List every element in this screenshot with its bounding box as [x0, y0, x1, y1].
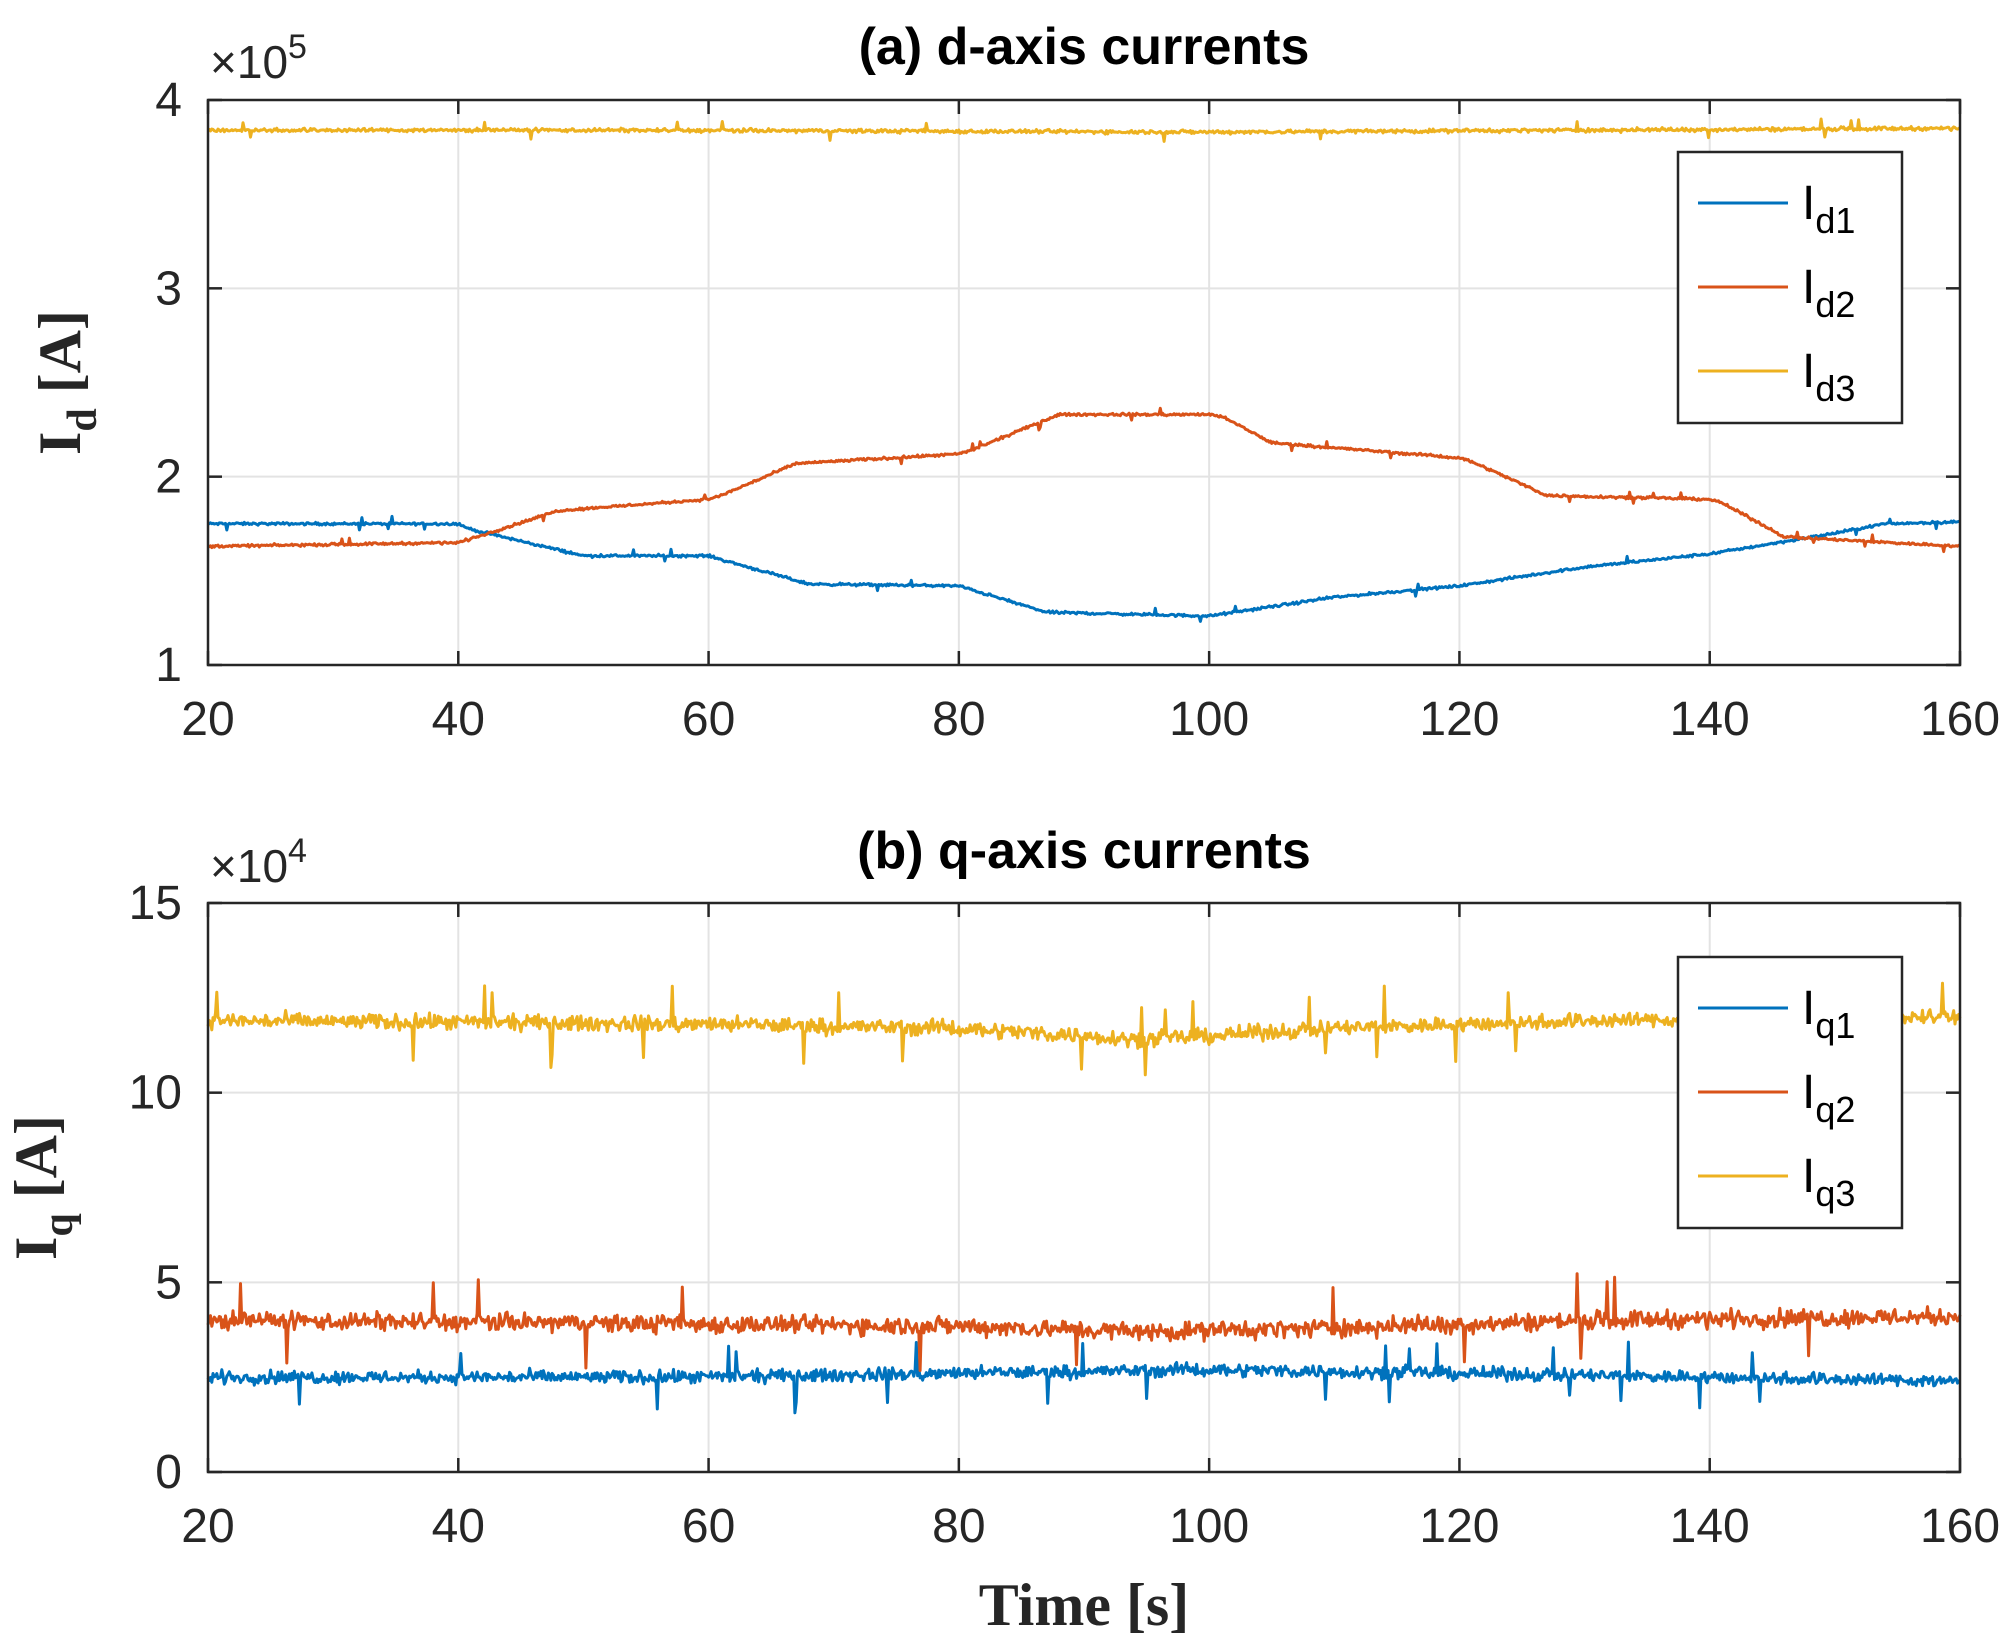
legend-entry-q3: Iq3: [1698, 1150, 1855, 1214]
x-tick-label: 20: [181, 693, 234, 746]
legend-label: Id3: [1802, 345, 1855, 409]
legend-label: Iq2: [1802, 1066, 1855, 1130]
series-group: [206, 981, 1962, 1415]
legend-entry-q1: Iq1: [1698, 982, 1855, 1046]
y-exponent-label: ×104: [210, 832, 307, 892]
x-tick-label: 100: [1169, 693, 1249, 746]
y-axis-label-unit: [A]: [3, 1115, 69, 1213]
series-group: [207, 117, 1961, 623]
x-tick-label: 100: [1169, 1500, 1249, 1553]
y-axis-label-symbol: I: [3, 1237, 69, 1260]
legend-label-subscript: q1: [1815, 1005, 1855, 1046]
chart-title: (a) d-axis currents: [859, 18, 1310, 76]
legend-label-symbol: I: [1802, 261, 1815, 314]
ticks: 20 40 60 80 100 120 140 160 0 5 10 15: [129, 877, 2000, 1553]
y-tick-label: 3: [155, 262, 182, 315]
series-line-q2: [206, 1272, 1962, 1372]
x-tick-label: 60: [682, 1500, 735, 1553]
legend-entry-d3: Id3: [1698, 345, 1855, 409]
axes-frame: [206, 901, 1962, 1474]
x-tick-label: 80: [932, 693, 985, 746]
y-tick-label: 10: [129, 1067, 182, 1120]
panel-q-axis: 20 40 60 80 100 120 140 160 0 5 10 15 ×104 (b) q-axis…: [3, 822, 2000, 1638]
axes-frame: [206, 98, 1962, 667]
series-line-q1: [206, 1340, 1961, 1415]
axes-background: [208, 100, 1960, 665]
x-tick-label: 160: [1920, 1500, 2000, 1553]
legend-entry-q2: Iq2: [1698, 1066, 1855, 1130]
legend-label-subscript: d1: [1815, 200, 1855, 241]
x-tick-label: 40: [432, 693, 485, 746]
legend-label-symbol: I: [1802, 982, 1815, 1035]
x-tick-label: 40: [432, 1500, 485, 1553]
x-tick-label: 80: [932, 1500, 985, 1553]
y-axis-label: Iq [A]: [3, 1115, 82, 1260]
y-axis-label: Id [A]: [27, 310, 106, 455]
series-line-d2: [207, 406, 1961, 554]
legend-entry-d1: Id1: [1698, 177, 1855, 241]
legend-label-symbol: I: [1802, 1150, 1815, 1203]
ticks: 20 40 60 80 100 120 140 160 1 2 3 4: [155, 74, 2000, 746]
y-tick-label: 15: [129, 877, 182, 930]
panel-d-axis: 20 40 60 80 100 120 140 160 1 2 3 4 ×105 (a) d-axis c…: [27, 18, 2000, 746]
legend-label: Id2: [1802, 261, 1855, 325]
y-tick-label: 4: [155, 74, 182, 127]
series-line-q3: [206, 981, 1962, 1077]
x-tick-label: 160: [1920, 693, 2000, 746]
legend-label-symbol: I: [1802, 177, 1815, 230]
y-tick-label: 1: [155, 639, 182, 692]
exponent-power: 5: [288, 28, 307, 66]
chart-title: (b) q-axis currents: [857, 822, 1311, 880]
y-axis-label-symbol: I: [27, 432, 93, 455]
exponent-power: 4: [288, 832, 307, 870]
x-axis-label: Time [s]: [979, 1572, 1190, 1638]
legend-label-symbol: I: [1802, 1066, 1815, 1119]
series-line-d1: [207, 514, 1961, 623]
legend-label-subscript: q2: [1815, 1089, 1855, 1130]
legend-label: Iq1: [1802, 982, 1855, 1046]
x-tick-label: 120: [1419, 693, 1499, 746]
x-tick-label: 140: [1670, 693, 1750, 746]
y-axis-label-subscript: q: [36, 1213, 82, 1236]
y-axis-label-unit: [A]: [27, 310, 93, 408]
y-axis-label-subscript: d: [60, 408, 106, 431]
series-line-d3: [207, 117, 1961, 143]
y-tick-label: 0: [155, 1446, 182, 1499]
legend-label: Iq3: [1802, 1150, 1855, 1214]
x-tick-label: 120: [1419, 1500, 1499, 1553]
legend-entry-d2: Id2: [1698, 261, 1855, 325]
legend-label-subscript: d2: [1815, 284, 1855, 325]
y-tick-label: 2: [155, 451, 182, 504]
x-tick-label: 60: [682, 693, 735, 746]
legend-label-subscript: q3: [1815, 1173, 1855, 1214]
exponent-base: ×10: [210, 840, 288, 892]
legend-label: Id1: [1802, 177, 1855, 241]
legend-label-symbol: I: [1802, 345, 1815, 398]
x-tick-label: 20: [181, 1500, 234, 1553]
legend-label-subscript: d3: [1815, 368, 1855, 409]
y-tick-label: 5: [155, 1256, 182, 1309]
y-exponent-label: ×105: [210, 28, 307, 88]
exponent-base: ×10: [210, 36, 288, 88]
x-tick-label: 140: [1670, 1500, 1750, 1553]
